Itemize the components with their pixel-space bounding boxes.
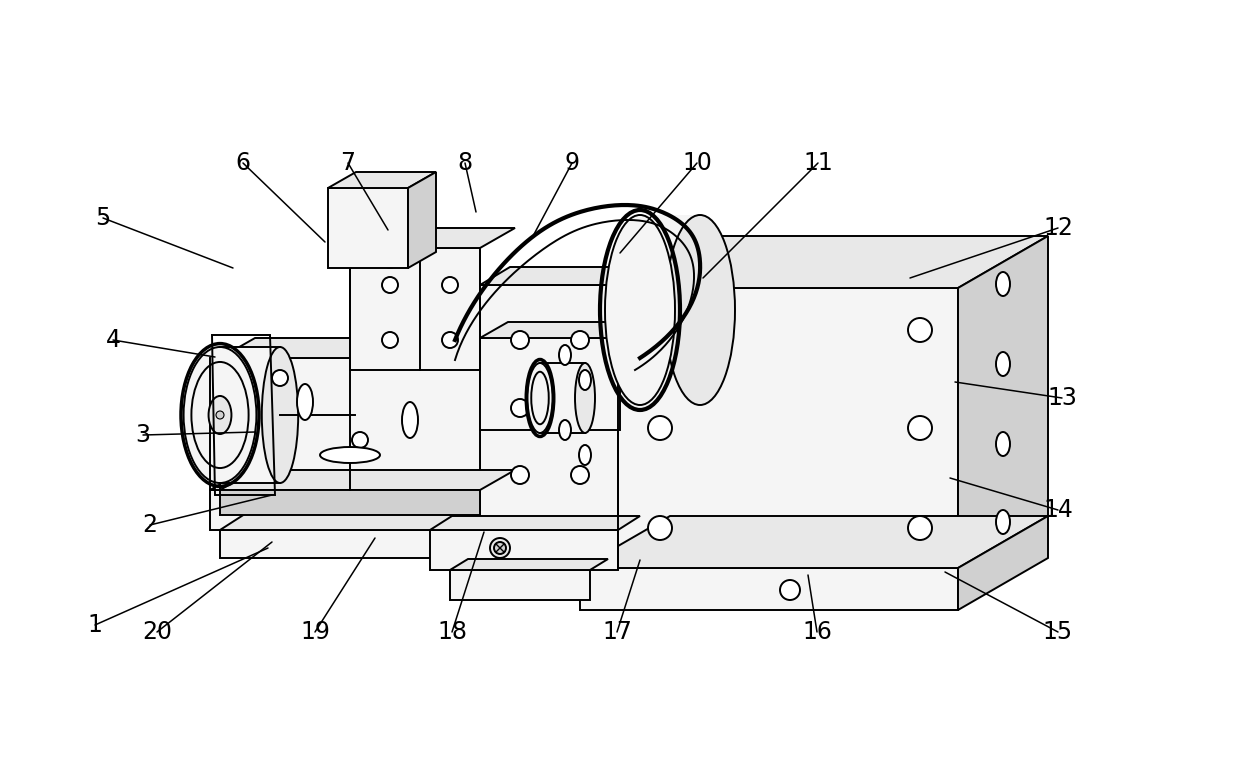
Ellipse shape xyxy=(184,347,257,483)
Circle shape xyxy=(649,516,672,540)
Polygon shape xyxy=(219,490,480,515)
Polygon shape xyxy=(210,472,512,490)
Ellipse shape xyxy=(665,215,735,405)
Text: 17: 17 xyxy=(603,620,632,644)
Text: 5: 5 xyxy=(95,206,110,230)
Ellipse shape xyxy=(579,445,591,465)
Polygon shape xyxy=(219,358,480,490)
Ellipse shape xyxy=(527,363,553,433)
Polygon shape xyxy=(329,172,436,188)
Polygon shape xyxy=(219,512,498,530)
Polygon shape xyxy=(219,347,280,483)
Ellipse shape xyxy=(575,363,595,433)
Ellipse shape xyxy=(559,420,570,440)
Circle shape xyxy=(649,416,672,440)
Circle shape xyxy=(272,370,288,386)
Text: 19: 19 xyxy=(300,620,330,644)
Polygon shape xyxy=(480,267,649,285)
Circle shape xyxy=(511,466,529,484)
Polygon shape xyxy=(959,236,1048,568)
Polygon shape xyxy=(618,288,959,568)
Ellipse shape xyxy=(320,447,379,463)
Text: 6: 6 xyxy=(236,151,250,175)
Polygon shape xyxy=(450,559,608,570)
Polygon shape xyxy=(219,470,515,490)
Polygon shape xyxy=(480,338,620,430)
Polygon shape xyxy=(350,228,515,248)
Circle shape xyxy=(570,331,589,349)
Ellipse shape xyxy=(298,384,312,420)
Text: 1: 1 xyxy=(88,613,103,637)
Text: 16: 16 xyxy=(802,620,832,644)
Text: 20: 20 xyxy=(143,620,172,644)
Text: 9: 9 xyxy=(564,151,579,175)
Circle shape xyxy=(570,399,589,417)
Circle shape xyxy=(382,277,398,293)
Circle shape xyxy=(441,277,458,293)
Text: 18: 18 xyxy=(436,620,467,644)
Polygon shape xyxy=(350,248,480,370)
Circle shape xyxy=(908,416,932,440)
Circle shape xyxy=(216,411,224,419)
Text: 8: 8 xyxy=(458,151,472,175)
Ellipse shape xyxy=(559,345,570,365)
Polygon shape xyxy=(580,516,1048,568)
Polygon shape xyxy=(480,322,649,338)
Circle shape xyxy=(511,399,529,417)
Ellipse shape xyxy=(996,272,1011,296)
Ellipse shape xyxy=(208,396,232,434)
Circle shape xyxy=(908,318,932,342)
Polygon shape xyxy=(640,215,701,405)
Ellipse shape xyxy=(579,370,591,390)
Ellipse shape xyxy=(996,510,1011,534)
Text: 12: 12 xyxy=(1043,216,1073,240)
Polygon shape xyxy=(618,236,1048,288)
Ellipse shape xyxy=(402,402,418,438)
Text: 10: 10 xyxy=(682,151,712,175)
Text: 14: 14 xyxy=(1043,498,1073,522)
Polygon shape xyxy=(580,568,959,610)
Circle shape xyxy=(649,318,672,342)
Ellipse shape xyxy=(996,432,1011,456)
Circle shape xyxy=(908,516,932,540)
Circle shape xyxy=(494,542,506,554)
Polygon shape xyxy=(959,516,1048,610)
Polygon shape xyxy=(210,490,480,530)
Text: 13: 13 xyxy=(1047,386,1076,410)
Circle shape xyxy=(441,332,458,348)
Polygon shape xyxy=(408,172,436,268)
Ellipse shape xyxy=(605,215,675,405)
Text: 15: 15 xyxy=(1043,620,1073,644)
Circle shape xyxy=(570,466,589,484)
Circle shape xyxy=(780,580,800,600)
Polygon shape xyxy=(480,285,618,568)
Circle shape xyxy=(490,538,510,558)
Polygon shape xyxy=(430,516,640,530)
Polygon shape xyxy=(539,363,585,433)
Polygon shape xyxy=(430,530,618,570)
Text: 11: 11 xyxy=(804,151,833,175)
Ellipse shape xyxy=(996,352,1011,376)
Polygon shape xyxy=(450,570,590,600)
Circle shape xyxy=(382,252,398,268)
Ellipse shape xyxy=(262,347,298,483)
Polygon shape xyxy=(219,338,515,358)
Circle shape xyxy=(511,331,529,349)
Text: 4: 4 xyxy=(105,328,120,352)
Polygon shape xyxy=(329,188,408,268)
Text: 7: 7 xyxy=(341,151,356,175)
Text: 2: 2 xyxy=(143,513,157,537)
Polygon shape xyxy=(219,495,485,520)
Polygon shape xyxy=(219,530,470,558)
Text: 3: 3 xyxy=(135,423,150,447)
Circle shape xyxy=(382,332,398,348)
Circle shape xyxy=(352,432,368,448)
